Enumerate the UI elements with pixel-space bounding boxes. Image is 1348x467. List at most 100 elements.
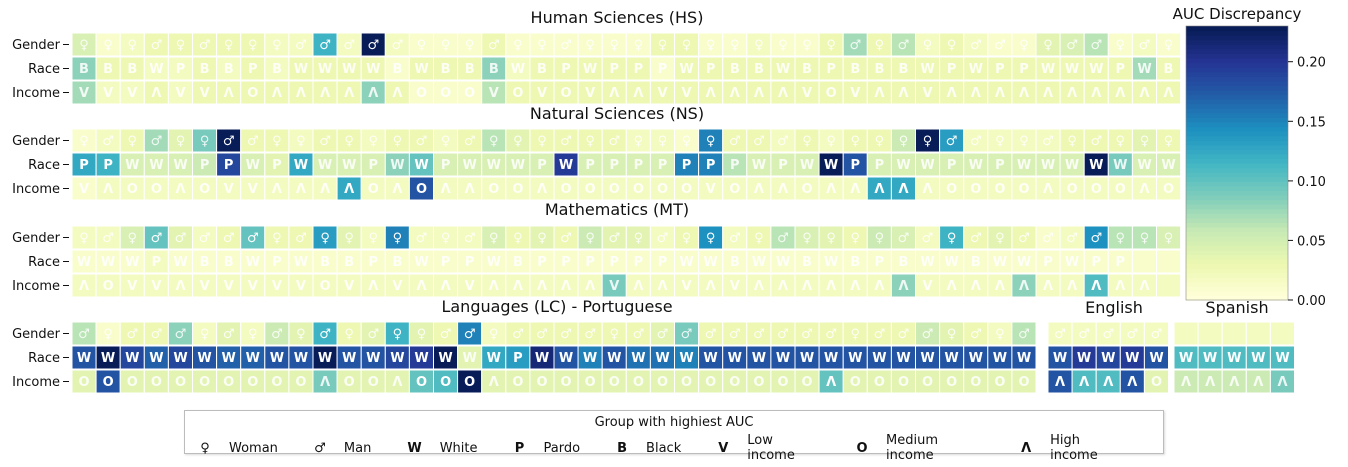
income-symbol: V — [706, 182, 716, 197]
race-symbol: W — [511, 62, 525, 77]
income-symbol: V — [248, 182, 258, 197]
gender-cell — [1197, 321, 1223, 346]
income-symbol: V — [609, 279, 619, 294]
race-symbol: P — [441, 158, 451, 173]
row-label: Race — [28, 62, 60, 77]
race-symbol: B — [802, 255, 812, 270]
race-symbol: W — [607, 351, 621, 366]
race-symbol: W — [318, 351, 332, 366]
gender-symbol: ♀ — [1164, 134, 1174, 149]
race-symbol: W — [631, 351, 645, 366]
race-symbol: B — [971, 255, 981, 270]
income-symbol: O — [633, 182, 644, 197]
gender-cell — [1156, 32, 1182, 57]
gender-symbol: ♀ — [369, 134, 379, 149]
income-symbol: Λ — [561, 279, 571, 294]
race-symbol: W — [1251, 351, 1265, 366]
colorbar-tick-label: 0.15 — [1297, 115, 1326, 130]
gender-symbol: ♀ — [344, 231, 354, 246]
income-symbol: Λ — [368, 86, 378, 101]
gender-symbol: ♂ — [78, 327, 90, 342]
income-cell — [1011, 369, 1037, 394]
income-symbol: O — [295, 375, 306, 390]
income-symbol: O — [103, 375, 114, 390]
colorbar-segment — [1186, 85, 1288, 91]
race-symbol: W — [583, 351, 597, 366]
race-symbol: W — [1089, 62, 1103, 77]
race-symbol: W — [1149, 351, 1163, 366]
race-symbol: W — [1137, 62, 1151, 77]
race-symbol: P — [1116, 62, 1126, 77]
income-symbol: Λ — [537, 279, 547, 294]
colorbar-segment — [1186, 163, 1288, 169]
row-label: Gender — [12, 231, 61, 246]
income-symbol: Λ — [489, 279, 499, 294]
gender-symbol: ♂ — [898, 231, 910, 246]
gender-symbol: ♀ — [393, 231, 403, 246]
gender-symbol: ♀ — [128, 38, 138, 53]
colorbar-segment — [1186, 131, 1288, 137]
income-symbol: Λ — [1139, 279, 1149, 294]
gender-symbol: ♂ — [560, 38, 572, 53]
colorbar-segment — [1186, 53, 1288, 59]
gender-symbol: ♀ — [200, 327, 210, 342]
gender-symbol: ♂ — [175, 327, 187, 342]
income-symbol: Λ — [609, 86, 619, 101]
income-symbol: Λ — [778, 279, 788, 294]
income-symbol: O — [922, 375, 933, 390]
race-symbol: W — [1137, 158, 1151, 173]
race-symbol: W — [318, 62, 332, 77]
row-label: Income — [12, 86, 60, 101]
race-symbol: P — [513, 351, 523, 366]
gender-symbol: ♂ — [1042, 134, 1054, 149]
gender-symbol: ♂ — [1126, 327, 1138, 342]
income-symbol: O — [103, 279, 114, 294]
race-symbol: W — [101, 255, 115, 270]
race-symbol: W — [920, 158, 934, 173]
gender-symbol: ♂ — [1054, 327, 1066, 342]
race-symbol: B — [224, 62, 234, 77]
gender-symbol: ♀ — [441, 231, 451, 246]
colorbar-tick-label: 0.00 — [1297, 294, 1326, 309]
race-symbol: W — [1089, 158, 1103, 173]
row-label: Gender — [12, 327, 61, 342]
income-symbol: O — [729, 375, 740, 390]
race-symbol: P — [634, 255, 644, 270]
gender-symbol: ♀ — [995, 134, 1005, 149]
income-symbol: Λ — [826, 182, 836, 197]
income-symbol: V — [272, 279, 282, 294]
race-symbol: B — [730, 62, 740, 77]
race-symbol: P — [826, 62, 836, 77]
income-symbol: O — [970, 375, 981, 390]
gender-symbol: ♂ — [295, 38, 307, 53]
gender-symbol: ♂ — [1139, 38, 1151, 53]
gender-symbol: ♂ — [1151, 327, 1163, 342]
gender-symbol: ♂ — [343, 38, 355, 53]
gender-symbol: ♀ — [923, 38, 933, 53]
gender-symbol: ♀ — [730, 38, 740, 53]
gender-symbol: ♀ — [706, 38, 716, 53]
gender-symbol: ♂ — [464, 231, 476, 246]
panel-title: Mathematics (MT) — [545, 200, 689, 219]
gender-symbol: ♀ — [682, 38, 692, 53]
gender-symbol: ♀ — [296, 134, 306, 149]
income-symbol: Λ — [272, 182, 282, 197]
gender-symbol: ♀ — [585, 134, 595, 149]
income-symbol: V — [200, 279, 210, 294]
gender-symbol: ♂ — [440, 327, 452, 342]
gender-symbol: ♂ — [657, 231, 669, 246]
gender-symbol: ♂ — [1090, 231, 1102, 246]
colorbar-segment — [1186, 30, 1288, 36]
income-symbol: V — [224, 279, 234, 294]
income-symbol: Λ — [1139, 182, 1149, 197]
race-symbol: W — [969, 158, 983, 173]
income-symbol: Λ — [971, 279, 981, 294]
gender-symbol: ♀ — [1164, 38, 1174, 53]
income-cell — [1156, 176, 1182, 201]
income-symbol: O — [368, 182, 379, 197]
income-symbol: Λ — [1091, 279, 1101, 294]
income-symbol: O — [753, 375, 764, 390]
race-symbol: P — [272, 255, 282, 270]
race-symbol: W — [294, 62, 308, 77]
race-symbol: W — [463, 158, 477, 173]
